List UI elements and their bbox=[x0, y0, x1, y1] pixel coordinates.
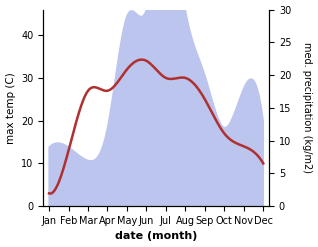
Y-axis label: med. precipitation (kg/m2): med. precipitation (kg/m2) bbox=[302, 42, 313, 173]
Y-axis label: max temp (C): max temp (C) bbox=[5, 72, 16, 144]
X-axis label: date (month): date (month) bbox=[115, 231, 197, 242]
